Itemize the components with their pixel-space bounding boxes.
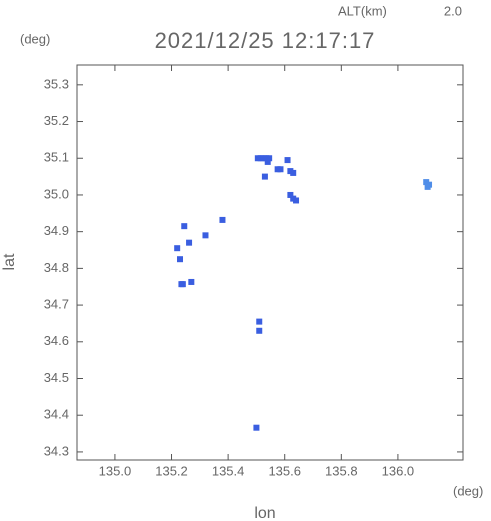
echo-cell xyxy=(256,318,263,325)
alt-value: 2.0 xyxy=(444,3,462,18)
echo-cell xyxy=(202,232,209,239)
y-tick-label: 35.1 xyxy=(44,150,69,165)
y-tick-label: 34.4 xyxy=(44,407,69,422)
echo-cell xyxy=(284,157,291,164)
chart-title: 2021/12/25 12:17:17 xyxy=(155,28,376,53)
echo-cell xyxy=(174,245,181,252)
echo-cell xyxy=(177,256,184,263)
x-unit: (deg) xyxy=(453,483,483,498)
y-unit: (deg) xyxy=(20,31,50,46)
echo-cell xyxy=(188,278,195,285)
y-tick-label: 34.3 xyxy=(44,443,69,458)
y-tick-label: 34.9 xyxy=(44,223,69,238)
y-tick-label: 35.3 xyxy=(44,76,69,91)
y-tick-label: 35.0 xyxy=(44,186,69,201)
x-tick-label: 135.4 xyxy=(212,463,245,478)
echo-cell xyxy=(293,197,300,204)
y-axis-label: lat xyxy=(1,253,18,270)
echo-cell xyxy=(219,216,226,223)
x-tick-label: 135.2 xyxy=(155,463,188,478)
echo-cell xyxy=(179,281,186,288)
x-axis-label: lon xyxy=(254,505,275,521)
alt-label: ALT(km) xyxy=(338,3,387,18)
y-tick-label: 35.2 xyxy=(44,113,69,128)
x-tick-label: 135.0 xyxy=(99,463,132,478)
x-tick-label: 135.6 xyxy=(268,463,301,478)
echo-cell xyxy=(277,166,284,173)
echo-cell xyxy=(181,223,188,230)
echo-cell xyxy=(266,155,273,162)
echo-cell xyxy=(290,169,297,176)
echo-cell xyxy=(264,158,271,165)
echo-cell xyxy=(261,173,268,180)
echo-cell xyxy=(186,239,193,246)
x-tick-label: 135.8 xyxy=(325,463,358,478)
plot-frame xyxy=(76,64,464,461)
echo-cell xyxy=(256,327,263,334)
echo-cell xyxy=(253,424,260,431)
y-tick-label: 34.5 xyxy=(44,370,69,385)
echo-cell xyxy=(287,191,294,198)
y-tick-label: 34.8 xyxy=(44,260,69,275)
y-tick-label: 34.7 xyxy=(44,297,69,312)
echo-cell xyxy=(424,183,431,190)
x-tick-label: 136.0 xyxy=(382,463,415,478)
y-tick-label: 34.6 xyxy=(44,333,69,348)
